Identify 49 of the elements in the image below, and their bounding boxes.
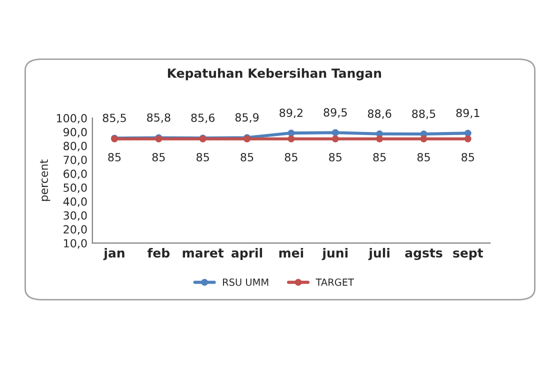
legend-label: TARGET xyxy=(316,278,354,286)
point xyxy=(288,135,295,142)
data-label: 85 xyxy=(329,152,342,162)
x-tick-label: juli xyxy=(368,248,390,260)
data-label: 89,1 xyxy=(456,108,480,118)
y-axis-title: percent xyxy=(40,160,50,201)
x-tick-label: april xyxy=(232,248,262,260)
data-label: 85 xyxy=(196,152,209,162)
point xyxy=(376,135,384,142)
y-tick-label: 30,0 xyxy=(64,211,87,221)
x-tick-label: feb xyxy=(147,248,170,258)
data-label: 85 xyxy=(284,152,298,162)
x-tick-label: mei xyxy=(279,248,304,258)
y-tick-label: 40,0 xyxy=(63,197,87,207)
data-label: 85,9 xyxy=(235,113,259,123)
point xyxy=(464,130,472,137)
legend-label: RSU UMM xyxy=(223,278,268,286)
x-tick-label: jan xyxy=(103,248,124,260)
point xyxy=(332,135,339,142)
data-label: 85 xyxy=(108,152,121,162)
data-label: 89,5 xyxy=(324,108,347,118)
point xyxy=(288,130,295,137)
y-tick-label: 60,0 xyxy=(64,170,87,180)
y-tick-label: 80,0 xyxy=(64,142,87,152)
data-label: 88,6 xyxy=(368,109,392,119)
y-tick-label: 70,0 xyxy=(64,156,87,166)
y-tick-label: 50,0 xyxy=(64,183,87,194)
data-label: 85 xyxy=(240,152,254,162)
data-label: 88,5 xyxy=(412,110,436,120)
point xyxy=(332,129,339,136)
y-tick-label: 10,0 xyxy=(64,239,87,249)
y-tick-label: 90,0 xyxy=(64,128,87,138)
data-label: 85 xyxy=(152,152,165,162)
y-tick-label: 100,0 xyxy=(56,114,87,124)
data-label: 85 xyxy=(417,152,430,162)
point xyxy=(464,135,472,142)
point xyxy=(420,135,428,142)
data-label: 85,5 xyxy=(102,114,126,124)
data-label: 85,6 xyxy=(191,114,215,124)
x-tick-label: maret xyxy=(182,248,224,258)
x-tick-label: sept xyxy=(453,248,484,260)
chart-title: Kepatuhan Kebersihan Tangan xyxy=(168,68,382,80)
data-label: 85,8 xyxy=(147,113,170,123)
data-label: 85 xyxy=(373,152,386,162)
x-tick-label: juni xyxy=(322,248,348,260)
data-label: 89,2 xyxy=(280,108,302,118)
data-label: 85 xyxy=(462,152,474,162)
x-tick-label: agsts xyxy=(405,248,442,260)
y-tick-label: 20,0 xyxy=(64,225,87,235)
